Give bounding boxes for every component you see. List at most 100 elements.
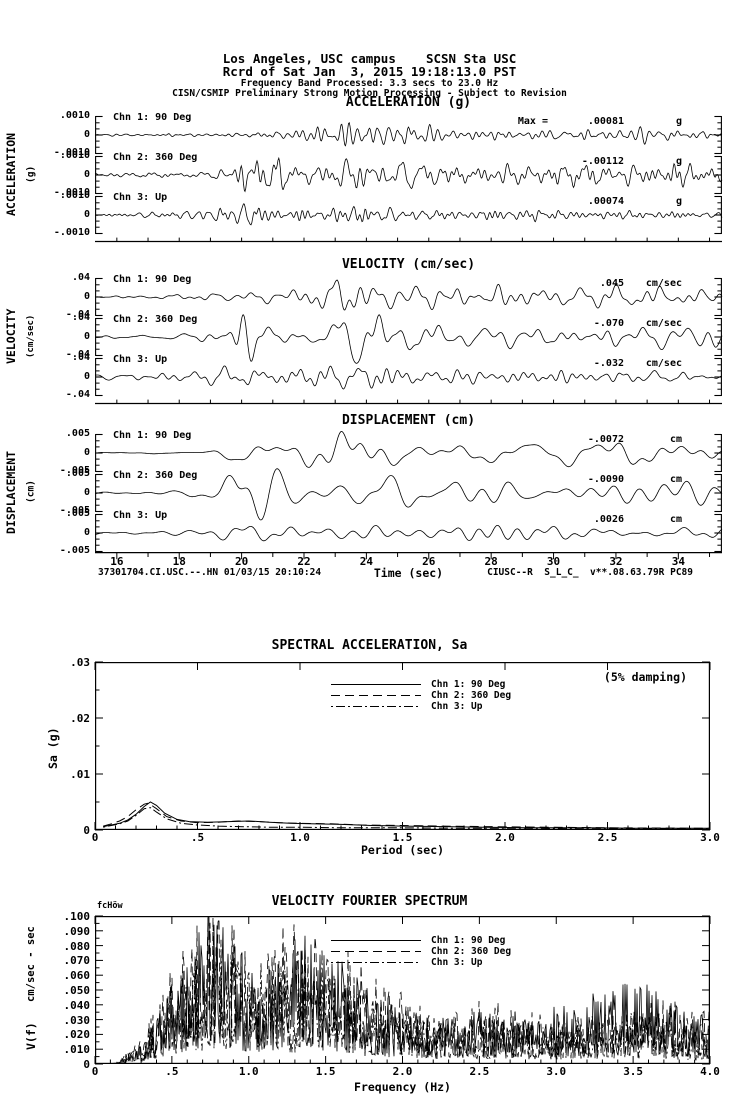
peak-pp xyxy=(472,434,548,445)
time-tick-label: 20 xyxy=(234,555,249,568)
processing-version-footer: CIUSC--R S_L_C_ v**.08.63.79R PC89 xyxy=(487,567,693,578)
peak-value-label: -.0090 cm xyxy=(472,474,682,485)
scale-tick-label: -.005 xyxy=(59,465,90,476)
channel-label: Chn 3: Up xyxy=(113,192,168,203)
time-tick-label: 28 xyxy=(484,555,498,568)
scale-tick-label: 0 xyxy=(83,527,90,538)
fourier-chart xyxy=(94,915,711,1065)
channel-label: Chn 2: 360 Deg xyxy=(113,470,198,481)
legend-item: Chn 1: 90 Deg xyxy=(330,679,511,690)
scale-tick-label: -.0010 xyxy=(53,227,90,238)
scale-tick-label: .005 xyxy=(65,428,90,439)
time-tick-label: 34 xyxy=(671,555,685,568)
acceleration-trace-2: Chn 2: 360 Deg -.00112 g xyxy=(94,152,723,195)
peak-pu: cm/sec xyxy=(645,358,682,369)
scale-tick-label: -.04 xyxy=(65,389,90,400)
channel-label: Chn 1: 90 Deg xyxy=(113,112,192,123)
fourier-x-tick-label: 2.0 xyxy=(392,1065,413,1078)
fourier-y-tick-label: 0 xyxy=(83,1058,90,1071)
sa-x-tick-label: 1.5 xyxy=(392,831,413,844)
scale-tick-label: .0010 xyxy=(59,110,90,121)
time-axis xyxy=(95,552,722,560)
scale-tick-label: -.04 xyxy=(65,309,90,320)
velocity-title: VELOCITY (cm/sec) xyxy=(341,257,476,272)
scale-tick-label: .04 xyxy=(71,312,90,323)
peak-pu: cm xyxy=(669,434,682,445)
fourier-y-tick-label: .090 xyxy=(63,924,91,938)
scale-tick-label: .005 xyxy=(65,468,90,479)
record-datetime: Rcrd of Sat Jan 3, 2015 19:18:13.0 PST xyxy=(222,64,517,79)
displacement-section: DISPLACEMENT (cm) DISPLACEMENT (cm) Chn … xyxy=(0,414,739,566)
scale-tick-label: 0 xyxy=(83,169,90,180)
scale-tick-label: -.005 xyxy=(59,505,90,516)
fourier-x-tick-label: 1.5 xyxy=(315,1065,336,1078)
scale-tick-label: .005 xyxy=(65,508,90,519)
legend-item: Chn 1: 90 Deg xyxy=(330,935,511,946)
velocity-trace-1: Chn 1: 90 Deg .045 cm/sec xyxy=(94,274,723,317)
processing-note: CISN/CSMIP Preliminary Strong Motion Pro… xyxy=(172,88,567,99)
time-tick-label: 24 xyxy=(359,555,373,568)
peak-value-label: .045 cm/sec xyxy=(472,278,682,289)
fourier-y-tick-label: .020 xyxy=(63,1028,91,1042)
fourier-x-axis-label: Frequency (Hz) xyxy=(354,1080,451,1094)
legend-item: Chn 3: Up xyxy=(330,701,511,712)
channel-label: Chn 2: 360 Deg xyxy=(113,314,198,325)
velocity-y-axis-label: VELOCITY xyxy=(4,308,18,364)
peak-value-label: -.0072 cm xyxy=(472,434,682,445)
peak-pv: -.032 xyxy=(593,358,624,369)
acceleration-trace-3: Chn 3: Up .00074 g xyxy=(94,192,723,235)
sa-y-tick-label: .02 xyxy=(70,712,90,725)
peak-pv: -.00112 xyxy=(581,156,624,167)
fourier-legend: Chn 1: 90 Deg Chn 2: 360 Deg Chn 3: Up xyxy=(330,935,511,968)
sa-y-tick-label: .03 xyxy=(70,656,90,669)
peak-pp xyxy=(472,514,548,525)
scale-tick-label: .0010 xyxy=(59,190,90,201)
peak-pv: -.070 xyxy=(593,318,624,329)
time-axis xyxy=(95,399,722,405)
legend-label: Chn 3: Up xyxy=(431,957,483,968)
acceleration-title: ACCELERATION (g) xyxy=(345,95,472,110)
time-tick-label: 32 xyxy=(609,555,623,568)
peak-pu: g xyxy=(675,156,682,167)
time-tick-label: 26 xyxy=(422,555,436,568)
peak-pu: cm/sec xyxy=(645,278,682,289)
fourier-x-tick-label: 1.0 xyxy=(238,1065,259,1078)
scale-tick-label: -.005 xyxy=(59,545,90,556)
peak-pv: .0026 xyxy=(593,514,624,525)
fourier-y-tick-label: .050 xyxy=(63,984,91,997)
legend-label: Chn 2: 360 Deg xyxy=(431,946,512,957)
fourier-title: VELOCITY FOURIER SPECTRUM xyxy=(271,894,468,909)
fourier-y-tick-label: .070 xyxy=(63,954,91,968)
fourier-y-tick-label: .040 xyxy=(63,998,91,1012)
fourier-x-tick-label: 2.5 xyxy=(469,1065,490,1078)
fourier-y-tick-label: .080 xyxy=(63,939,91,953)
peak-pu: cm/sec xyxy=(645,318,682,329)
fourier-y-tick-label: .010 xyxy=(63,1043,91,1057)
scale-tick-label: 0 xyxy=(83,291,90,302)
scale-tick-label: .04 xyxy=(71,352,90,363)
time-tick-label: 16 xyxy=(110,555,124,568)
time-axis xyxy=(95,237,722,243)
scale-tick-label: -.0010 xyxy=(53,187,90,198)
peak-pp xyxy=(472,196,548,207)
fourier-x-tick-label: 3.0 xyxy=(546,1065,567,1078)
legend-item: Chn 2: 360 Deg xyxy=(330,946,511,957)
velocity-section: VELOCITY (cm/sec) VELOCITY (cm/sec) Chn … xyxy=(0,258,739,410)
peak-pp xyxy=(472,358,548,369)
peak-pp: Max = xyxy=(517,116,548,127)
time-tick-label: 18 xyxy=(172,555,186,568)
peak-pp xyxy=(472,474,548,485)
sa-chart xyxy=(94,661,711,831)
velocity-trace-2: Chn 2: 360 Deg -.070 cm/sec xyxy=(95,314,723,364)
peak-value-label: -.032 cm/sec xyxy=(472,358,682,369)
peak-pv: .045 xyxy=(599,278,624,289)
scale-tick-label: 0 xyxy=(83,129,90,140)
scale-tick-label: 0 xyxy=(83,447,90,458)
record-id-footer: 37301704.CI.USC.--.HN 01/03/15 20:10:24 xyxy=(98,567,322,578)
channel-label: Chn 1: 90 Deg xyxy=(113,274,192,285)
sa-x-axis-label: Period (sec) xyxy=(360,843,445,857)
fourier-y-tick-label: .030 xyxy=(63,1013,91,1027)
sa-damping-annotation: (5% damping) xyxy=(603,670,687,684)
displacement-trace-1: Chn 1: 90 Deg -.0072 cm xyxy=(94,430,723,473)
